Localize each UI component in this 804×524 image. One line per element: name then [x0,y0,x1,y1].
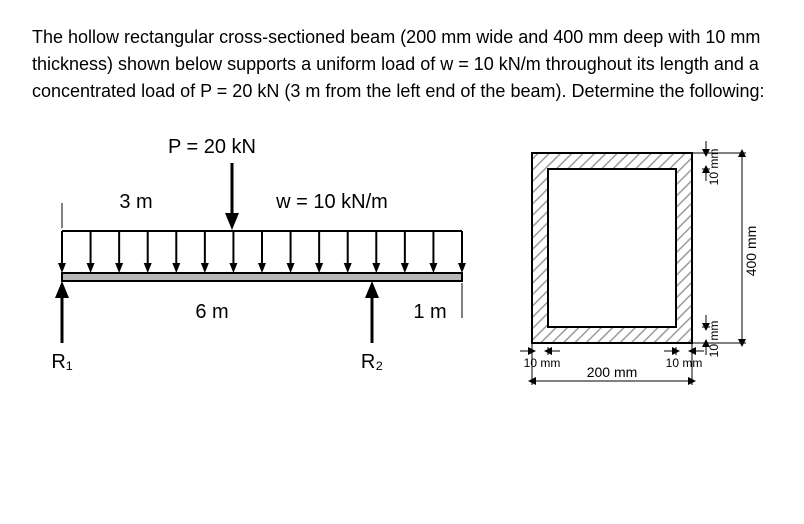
problem-statement: The hollow rectangular cross-sectioned b… [32,24,772,105]
inner-void [548,169,676,327]
figure-row: P = 20 kN 3 m w = 10 kN/m R₁ R₂ 6 m 1 m [32,133,772,393]
dim-3m: 3 m [119,191,152,213]
beam-body [62,273,462,281]
w-load-label: w = 10 kN/m [275,191,388,213]
t-bot-r2: 10 mm [666,356,703,370]
beam-diagram: P = 20 kN 3 m w = 10 kN/m R₁ R₂ 6 m 1 m [32,133,492,393]
t-top-right: 10 mm [707,149,721,186]
udl-arrows [58,231,466,273]
dim-1m: 1 m [413,301,446,323]
r1-label: R₁ [51,351,72,373]
r2-arrowhead [365,281,379,298]
r1-arrowhead [55,281,69,298]
r2-label: R₂ [361,351,383,373]
t-bot-left: 10 mm [524,356,561,370]
p-load-label: P = 20 kN [168,136,256,158]
height-label: 400 mm [743,226,759,277]
t-bot-right: 10 mm [707,321,721,358]
p-arrowhead [225,213,239,230]
width-label: 200 mm [587,364,638,380]
dim-6m: 6 m [195,301,228,323]
cross-section-diagram: 10 mm 10 mm 400 mm 10 mm 10 mm 200 mm [512,133,792,393]
